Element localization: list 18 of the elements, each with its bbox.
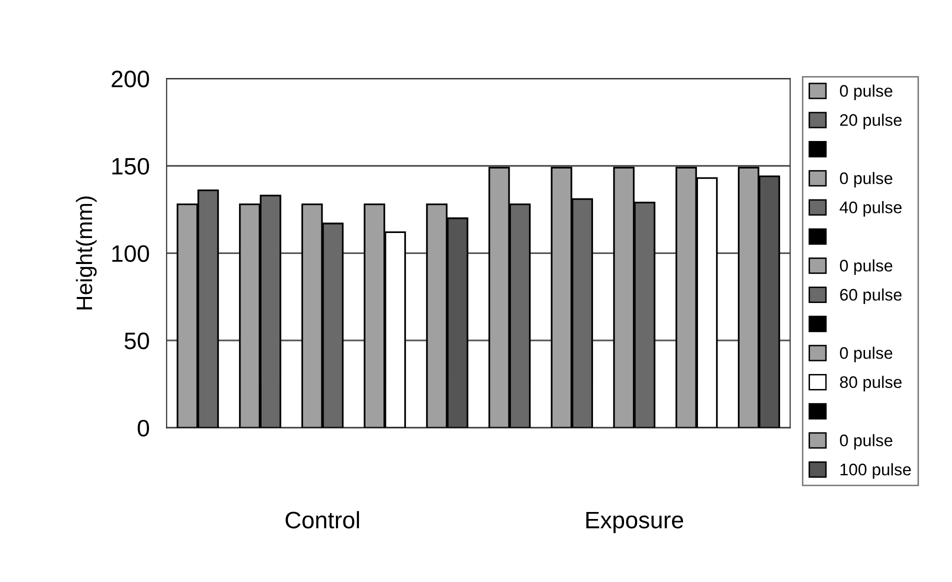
legend-label: 40 pulse — [840, 201, 902, 217]
y-tick-label: 50 — [124, 332, 150, 350]
legend-label: 100 pulse — [840, 463, 911, 479]
x-tick-label: Exposure — [586, 512, 684, 534]
y-tick-label: 0 — [138, 420, 150, 437]
x-tick-label: Control — [286, 511, 359, 528]
legend-label: 80 pulse — [840, 376, 902, 392]
legend-label: 0 pulse — [840, 434, 892, 450]
y-tick-label: 200 — [112, 70, 150, 88]
legend-label: 0 pulse — [840, 84, 892, 100]
legend-label: 60 pulse — [840, 288, 902, 304]
legend-label: 0 pulse — [840, 346, 892, 362]
y-tick-label: 100 — [112, 245, 150, 262]
legend-label: 0 pulse — [840, 172, 892, 188]
y-axis-title: Height(mm) — [76, 196, 97, 310]
legend-label: 0 pulse — [840, 259, 892, 275]
legend-label: 20 pulse — [840, 114, 902, 130]
y-tick-label: 150 — [112, 158, 150, 175]
